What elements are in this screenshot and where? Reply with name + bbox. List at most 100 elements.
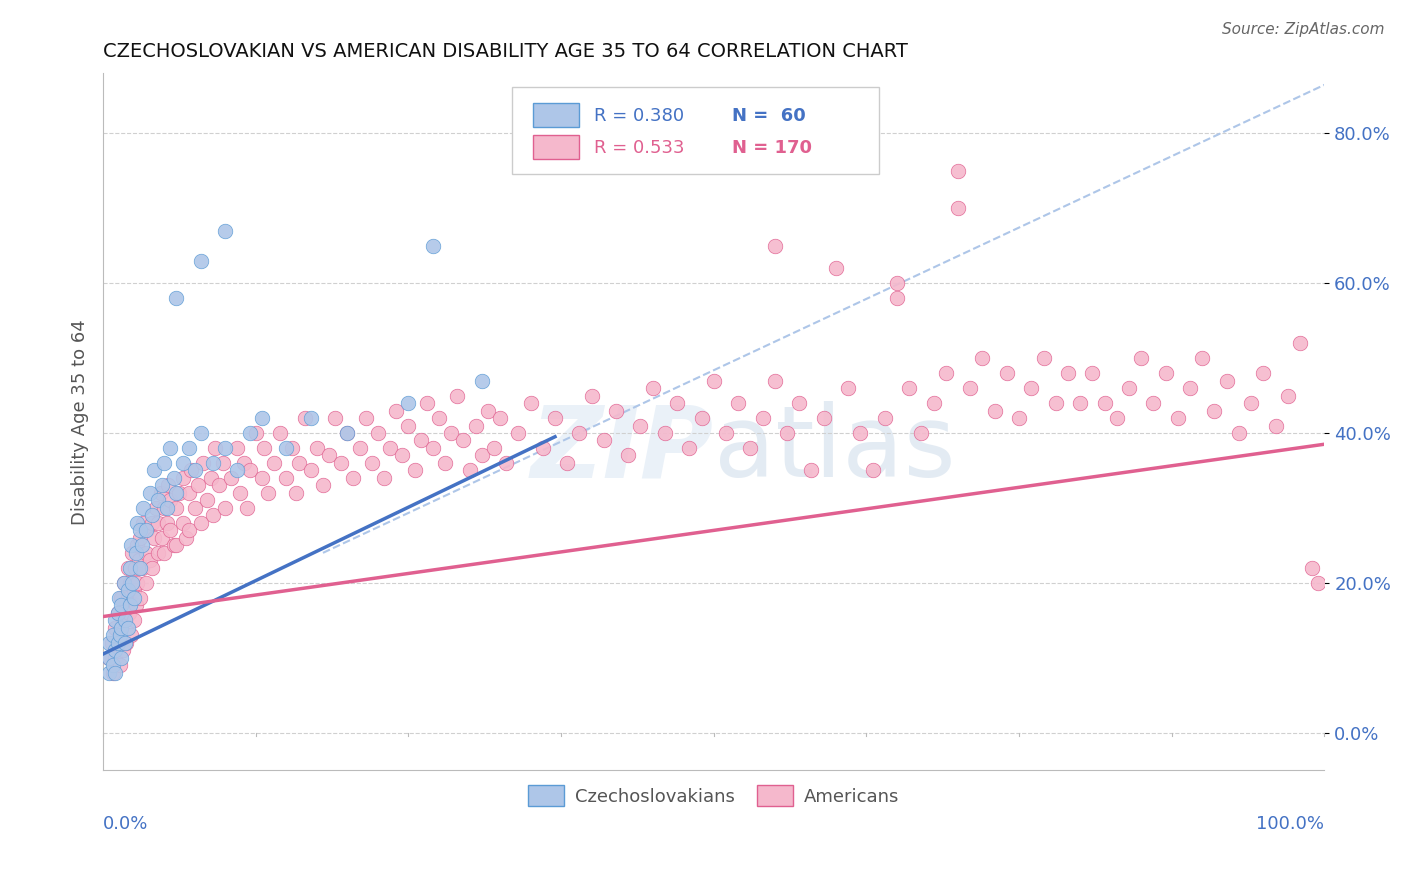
Point: [1081, 366, 1104, 380]
Point: [110, 658, 132, 673]
Point: [110, 650, 132, 665]
Point: [458, 463, 481, 477]
Point: [100, 636, 122, 650]
Point: [143, 463, 166, 477]
Point: [422, 238, 444, 252]
Point: [128, 531, 150, 545]
Point: [98, 636, 121, 650]
Point: [159, 524, 181, 538]
Text: R = 0.533: R = 0.533: [595, 139, 685, 157]
Point: [177, 524, 200, 538]
Point: [141, 561, 163, 575]
Point: [141, 508, 163, 523]
Point: [172, 516, 194, 530]
Point: [440, 425, 463, 440]
Point: [946, 201, 969, 215]
Point: [1301, 561, 1323, 575]
Point: [1154, 366, 1177, 380]
Point: [763, 238, 786, 252]
Point: [195, 493, 218, 508]
Point: [190, 253, 212, 268]
Text: ZIP: ZIP: [531, 401, 714, 498]
Point: [263, 456, 285, 470]
Point: [531, 441, 554, 455]
Point: [183, 500, 205, 515]
Point: [983, 403, 1005, 417]
Point: [1178, 381, 1201, 395]
Point: [886, 276, 908, 290]
Point: [104, 665, 127, 680]
Point: [935, 366, 957, 380]
Point: [1057, 366, 1080, 380]
Point: [118, 575, 141, 590]
Point: [336, 425, 359, 440]
Point: [121, 575, 143, 590]
Point: [165, 291, 187, 305]
Point: [236, 500, 259, 515]
Point: [605, 403, 627, 417]
Point: [141, 516, 163, 530]
Point: [1253, 366, 1275, 380]
Point: [385, 403, 408, 417]
Point: [167, 486, 190, 500]
Point: [174, 531, 197, 545]
Point: [107, 606, 129, 620]
Point: [104, 650, 127, 665]
Point: [131, 538, 153, 552]
Point: [342, 471, 364, 485]
Point: [202, 456, 225, 470]
Point: [391, 449, 413, 463]
Point: [495, 456, 517, 470]
Point: [127, 575, 149, 590]
Point: [617, 449, 640, 463]
Point: [226, 463, 249, 477]
Point: [104, 613, 127, 627]
Point: [98, 650, 121, 665]
Point: [519, 396, 541, 410]
Point: [727, 396, 749, 410]
Point: [226, 441, 249, 455]
Point: [172, 456, 194, 470]
Point: [257, 486, 280, 500]
Point: [110, 628, 132, 642]
Point: [1204, 403, 1226, 417]
Point: [825, 261, 848, 276]
Point: [416, 396, 439, 410]
Point: [813, 411, 835, 425]
Point: [146, 516, 169, 530]
Point: [849, 425, 872, 440]
Point: [568, 425, 591, 440]
Point: [122, 613, 145, 627]
Point: [165, 500, 187, 515]
Point: [187, 478, 209, 492]
Point: [138, 553, 160, 567]
Point: [156, 500, 179, 515]
Point: [422, 441, 444, 455]
Point: [143, 531, 166, 545]
Point: [132, 500, 155, 515]
Point: [111, 643, 134, 657]
Point: [886, 291, 908, 305]
Point: [276, 441, 298, 455]
Point: [101, 628, 124, 642]
Point: [323, 411, 346, 425]
Point: [489, 411, 512, 425]
Point: [101, 665, 124, 680]
Point: [763, 374, 786, 388]
Point: [253, 441, 276, 455]
Point: [336, 425, 359, 440]
Point: [165, 486, 187, 500]
Point: [508, 425, 530, 440]
Point: [1094, 396, 1116, 410]
Point: [555, 456, 578, 470]
Point: [214, 224, 236, 238]
Point: [873, 411, 896, 425]
Point: [354, 411, 377, 425]
Point: [1118, 381, 1140, 395]
Point: [299, 463, 322, 477]
Point: [153, 456, 176, 470]
Point: [946, 163, 969, 178]
Point: [114, 613, 136, 627]
Text: R = 0.380: R = 0.380: [595, 107, 685, 125]
Point: [592, 434, 614, 448]
